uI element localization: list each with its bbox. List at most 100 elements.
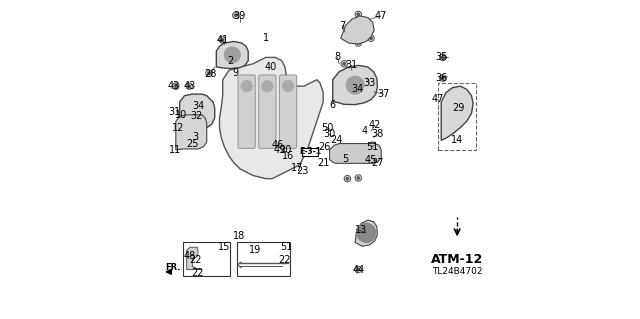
Text: 28: 28	[204, 69, 216, 79]
Circle shape	[441, 77, 444, 80]
Text: 22: 22	[191, 268, 204, 278]
Circle shape	[356, 41, 360, 45]
Text: 7: 7	[339, 20, 346, 31]
Text: 35: 35	[435, 52, 447, 63]
Circle shape	[346, 76, 364, 94]
Text: 37: 37	[377, 89, 389, 99]
Text: 33: 33	[364, 78, 376, 88]
Text: 9: 9	[232, 68, 239, 78]
Text: 47: 47	[374, 11, 387, 21]
Text: 49: 49	[273, 145, 285, 155]
Text: 6: 6	[330, 100, 336, 110]
Text: 13: 13	[355, 225, 367, 235]
Text: 23: 23	[296, 166, 308, 176]
Text: 10: 10	[175, 110, 188, 120]
Text: 14: 14	[451, 135, 463, 145]
Text: TL24B4702: TL24B4702	[432, 267, 483, 276]
Text: ATM-12: ATM-12	[431, 254, 483, 266]
Circle shape	[369, 37, 372, 40]
Circle shape	[221, 38, 224, 41]
Circle shape	[356, 223, 376, 242]
Circle shape	[342, 62, 346, 65]
Text: 41: 41	[216, 35, 229, 45]
Circle shape	[262, 80, 273, 92]
Text: 43: 43	[184, 81, 196, 91]
Text: 50: 50	[321, 122, 333, 133]
Text: 18: 18	[232, 231, 244, 241]
Text: 22: 22	[278, 255, 291, 265]
Circle shape	[356, 268, 360, 271]
Text: 38: 38	[371, 129, 383, 139]
Text: 5: 5	[342, 154, 349, 165]
Text: 29: 29	[452, 103, 465, 114]
Text: 2: 2	[228, 56, 234, 66]
FancyBboxPatch shape	[238, 75, 255, 148]
Polygon shape	[220, 57, 323, 179]
Polygon shape	[340, 16, 374, 44]
Text: 8: 8	[335, 52, 340, 63]
Text: 4: 4	[362, 126, 368, 136]
Circle shape	[234, 14, 237, 17]
Text: 11: 11	[169, 145, 181, 155]
Circle shape	[207, 72, 211, 75]
Circle shape	[282, 80, 294, 92]
Circle shape	[369, 85, 372, 88]
Text: 17: 17	[291, 163, 303, 173]
Text: 46: 46	[271, 140, 284, 150]
Bar	[237, 242, 290, 276]
Text: 42: 42	[369, 120, 381, 130]
Text: 47: 47	[432, 94, 444, 104]
Text: 12: 12	[172, 122, 184, 133]
Text: 30: 30	[323, 129, 336, 139]
Circle shape	[356, 13, 360, 16]
Bar	[438, 83, 476, 150]
Text: 48: 48	[184, 251, 196, 261]
Polygon shape	[176, 115, 207, 150]
Text: 25: 25	[186, 138, 198, 149]
Text: FR.: FR.	[165, 263, 180, 272]
Text: 26: 26	[319, 142, 331, 152]
Text: 31: 31	[345, 60, 357, 70]
FancyBboxPatch shape	[303, 148, 318, 156]
Circle shape	[371, 144, 374, 147]
Text: 20: 20	[280, 145, 292, 155]
Text: 40: 40	[264, 62, 276, 72]
FancyBboxPatch shape	[259, 75, 276, 148]
Polygon shape	[441, 86, 473, 140]
Circle shape	[224, 47, 240, 63]
Circle shape	[241, 80, 252, 92]
Polygon shape	[330, 144, 381, 163]
Text: 3: 3	[193, 132, 198, 142]
Circle shape	[356, 176, 360, 180]
Circle shape	[441, 56, 444, 59]
Polygon shape	[333, 65, 378, 105]
Text: 43: 43	[168, 81, 180, 91]
Text: 39: 39	[234, 11, 246, 21]
Polygon shape	[187, 247, 202, 270]
Bar	[184, 242, 230, 276]
Text: 15: 15	[218, 242, 230, 252]
Text: 44: 44	[352, 264, 364, 275]
Polygon shape	[180, 94, 215, 129]
Text: 51: 51	[366, 142, 378, 152]
Text: 16: 16	[282, 151, 294, 161]
Text: 34: 34	[192, 101, 204, 111]
Text: 51: 51	[280, 242, 292, 252]
Text: 22: 22	[189, 255, 202, 265]
Polygon shape	[355, 220, 378, 246]
Text: 24: 24	[330, 135, 342, 145]
Text: 36: 36	[435, 73, 447, 83]
Circle shape	[346, 177, 349, 180]
Circle shape	[355, 85, 358, 88]
Text: 19: 19	[248, 245, 260, 256]
Polygon shape	[216, 41, 248, 69]
Circle shape	[188, 85, 191, 88]
Circle shape	[174, 85, 177, 88]
Text: 32: 32	[190, 111, 203, 121]
Text: 31: 31	[168, 107, 180, 117]
Text: 27: 27	[371, 158, 383, 168]
Text: 45: 45	[364, 155, 376, 165]
Text: E-3-1: E-3-1	[299, 147, 321, 156]
Text: 34: 34	[351, 84, 364, 94]
FancyBboxPatch shape	[280, 75, 297, 148]
